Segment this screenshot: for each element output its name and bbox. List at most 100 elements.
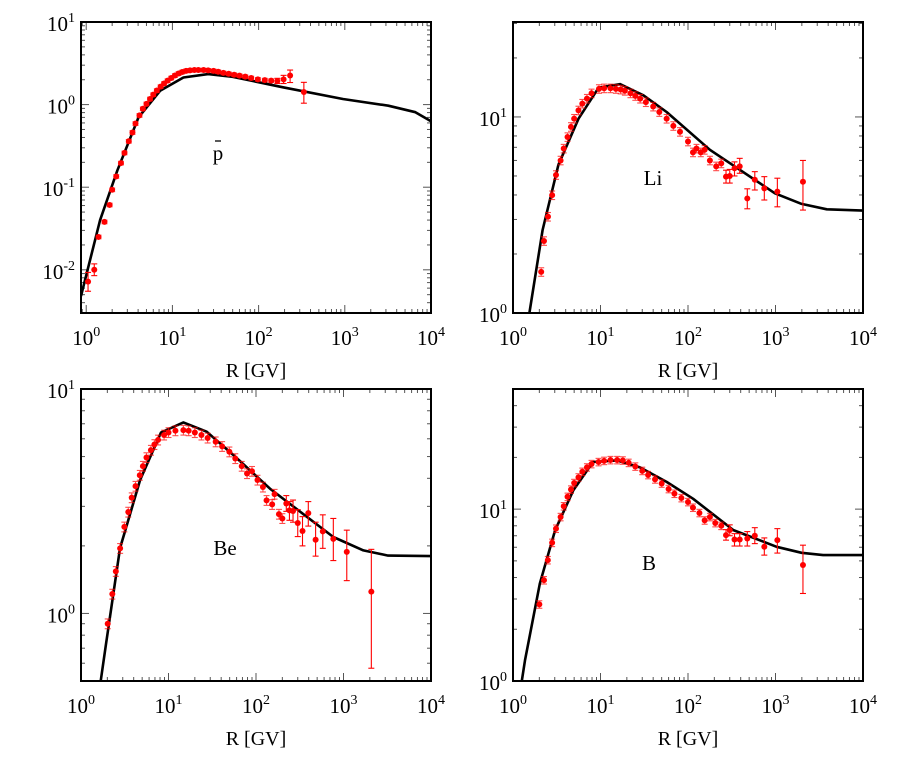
x-tick-label: 101 <box>587 693 615 718</box>
data-point <box>263 497 270 504</box>
data-point <box>712 520 719 527</box>
plot-frame <box>80 388 432 682</box>
data-point <box>244 470 251 477</box>
error-bar <box>799 159 806 211</box>
data-point <box>220 69 227 76</box>
data-point <box>579 100 586 107</box>
data-point <box>269 501 276 508</box>
data-point <box>621 87 628 94</box>
data-point <box>799 178 806 185</box>
data-point <box>583 95 590 102</box>
y-tick-label: 101 <box>47 11 75 36</box>
data-point <box>280 76 287 83</box>
data-point <box>210 67 217 74</box>
panel-label: Li <box>644 166 663 190</box>
data-point <box>632 463 639 470</box>
x-tick-label: 100 <box>499 693 527 718</box>
data-point <box>685 499 691 506</box>
data-point <box>588 461 595 468</box>
data-point <box>330 535 337 542</box>
data-point <box>706 513 713 520</box>
data-point <box>121 149 128 156</box>
data-point <box>614 457 621 464</box>
tick-exponent: 0 <box>500 302 507 317</box>
tick-exponent: 0 <box>520 325 527 340</box>
data-point <box>607 85 614 92</box>
model-curve <box>81 72 431 297</box>
data-point <box>117 545 124 552</box>
data-point <box>544 557 551 564</box>
tick-exponent: 3 <box>352 325 359 340</box>
data-point <box>544 213 551 220</box>
data-series <box>538 83 806 277</box>
data-point <box>147 447 154 454</box>
data-series <box>536 455 806 609</box>
data-point <box>607 457 614 464</box>
data-point <box>95 233 102 240</box>
tick-exponent: 3 <box>351 693 358 708</box>
x-tick-label: 103 <box>331 325 359 350</box>
tick-exponent: 1 <box>176 693 183 708</box>
data-point <box>185 427 192 434</box>
x-tick-label: 102 <box>245 325 273 350</box>
tick-exponent: 0 <box>93 325 100 340</box>
data-point <box>125 138 132 145</box>
data-point <box>540 577 547 584</box>
error-bar <box>368 548 375 669</box>
data-point <box>663 115 670 122</box>
data-point <box>143 454 150 461</box>
data-point <box>549 539 556 546</box>
data-point <box>665 485 672 492</box>
data-point <box>642 99 649 106</box>
data-point <box>612 85 619 92</box>
data-point <box>696 509 703 516</box>
tick-exponent: -1 <box>63 176 75 191</box>
panel-label: Be <box>213 536 236 560</box>
tick-exponent: 4 <box>870 325 877 340</box>
data-point <box>200 67 207 74</box>
x-tick-label: 101 <box>587 325 615 350</box>
data-point <box>656 108 663 115</box>
y-tick-label: 101 <box>479 106 507 131</box>
data-point <box>128 494 135 501</box>
y-tick-label: 100 <box>47 94 75 119</box>
data-point <box>232 455 239 462</box>
x-tick-label: 100 <box>67 693 95 718</box>
y-tick-label: 100 <box>479 302 507 327</box>
data-point <box>274 78 281 85</box>
data-point <box>744 195 751 202</box>
data-point <box>571 115 578 122</box>
tick-exponent: 3 <box>783 693 790 708</box>
data-point <box>627 90 634 97</box>
data-point <box>226 448 233 455</box>
data-point <box>575 107 582 114</box>
data-point <box>279 515 286 522</box>
data-point <box>143 100 150 107</box>
data-point <box>231 71 238 78</box>
x-tick-label: 104 <box>417 693 445 718</box>
data-point <box>242 73 249 80</box>
data-point <box>557 513 564 520</box>
data-point <box>744 535 751 542</box>
ticks <box>512 388 864 682</box>
data-point <box>236 72 243 79</box>
data-point <box>639 467 646 474</box>
data-point <box>248 468 255 475</box>
data-point <box>536 601 543 608</box>
data-point <box>799 562 806 569</box>
data-point <box>294 519 301 526</box>
data-point <box>129 129 136 136</box>
data-point <box>248 74 255 81</box>
x-tick-label: 102 <box>674 325 702 350</box>
tick-exponent: 1 <box>608 693 615 708</box>
data-point <box>343 548 350 555</box>
data-point <box>139 105 146 112</box>
data-point <box>132 120 139 127</box>
data-point <box>560 503 567 510</box>
data-point <box>637 95 644 102</box>
x-tick-label: 103 <box>330 693 358 718</box>
data-point <box>153 87 160 94</box>
data-point <box>104 620 111 627</box>
